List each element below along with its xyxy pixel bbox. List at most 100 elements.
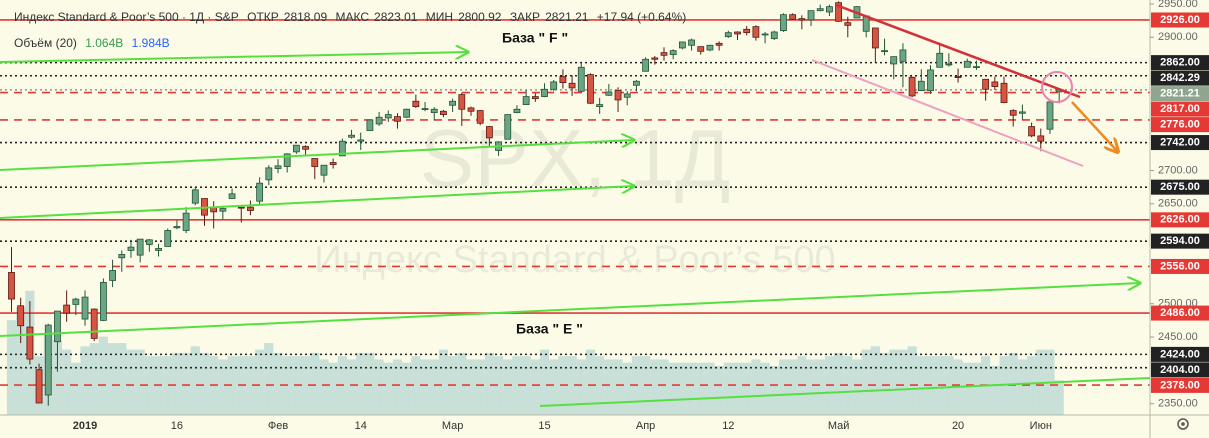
candle-body — [550, 81, 558, 90]
y-tick-label: 2650.00 — [1158, 198, 1198, 210]
legend-value: 2818.09 — [283, 10, 328, 24]
x-tick-label: 16 — [171, 420, 183, 432]
candle-body — [54, 310, 61, 343]
price-label-bg — [1151, 135, 1209, 151]
candle-body — [384, 114, 392, 119]
candle-body — [982, 78, 990, 90]
volume-bar — [751, 359, 761, 415]
volume-bar — [356, 352, 366, 415]
candle-body — [715, 42, 723, 46]
volume-bar — [861, 349, 871, 415]
volume-bar — [493, 356, 504, 415]
volume-bar — [383, 362, 393, 415]
candle-body — [743, 28, 751, 34]
candle-body — [155, 248, 162, 251]
annotation: База " E " — [516, 321, 583, 337]
candle-body — [219, 208, 227, 212]
price-label: 2842.29 — [1160, 72, 1200, 84]
price-label-bg — [1151, 362, 1209, 378]
watermark-subtitle: Индекс Standard & Poor’s 500 — [314, 239, 835, 281]
volume-bar — [879, 352, 890, 415]
candle-body — [633, 80, 640, 86]
volume-bar — [503, 359, 513, 415]
volume-bar — [696, 362, 706, 415]
legend-value: 2823.01 — [374, 10, 418, 24]
volume-bar — [457, 352, 467, 415]
candle-body — [440, 110, 447, 115]
candle-body — [734, 31, 741, 35]
candle-body — [302, 146, 309, 150]
volume-bar — [52, 339, 63, 415]
volume-bar — [705, 362, 715, 415]
x-tick-label: Фев — [268, 420, 288, 432]
volume-label[interactable]: Объём (20) — [14, 36, 77, 50]
candle-body — [669, 50, 677, 56]
candle-body — [1046, 101, 1054, 130]
candle-body — [90, 308, 98, 339]
candle-body — [191, 189, 199, 204]
candle-body — [357, 139, 365, 142]
candle-body — [991, 81, 999, 87]
volume-bar — [916, 356, 926, 415]
candle-body — [807, 10, 815, 21]
candle-body — [127, 246, 135, 251]
volume-bar — [135, 349, 145, 415]
candle-body — [265, 167, 273, 181]
price-label-bg — [1151, 55, 1209, 71]
symbol-legend: Индекс Standard & Poor’s 500 · 1Д · S&P … — [14, 10, 691, 24]
price-label: 2378.00 — [1160, 379, 1200, 391]
price-label-bg — [1151, 212, 1209, 228]
volume-bar — [126, 349, 136, 415]
price-axis: 2950.002900.002700.002650.002500.002450.… — [1150, 0, 1209, 410]
volume-bar — [392, 359, 403, 415]
candle-body — [541, 88, 548, 97]
x-tick-label: Май — [828, 420, 850, 432]
candle-body — [1028, 126, 1035, 137]
volume-bar — [576, 359, 586, 415]
candle-body — [109, 270, 116, 281]
volume-bar — [144, 356, 154, 415]
gear-icon-center[interactable] — [1181, 422, 1185, 426]
volume-bar — [760, 362, 770, 415]
settings-button[interactable] — [1177, 418, 1189, 430]
candle-body — [881, 50, 888, 53]
volume-bar — [530, 359, 540, 415]
y-tick-label: 2950.00 — [1158, 0, 1198, 10]
volume-bar — [512, 356, 522, 415]
watermark: SPX, 1Д — [420, 114, 731, 205]
volume-bar — [374, 359, 384, 415]
candle-body — [72, 298, 80, 305]
volume-bar — [870, 346, 880, 415]
volume-bar — [806, 359, 816, 415]
price-label-bg — [1151, 101, 1209, 117]
volume-bar — [944, 356, 954, 415]
candle-body — [228, 193, 236, 199]
candle-body — [320, 164, 328, 176]
candle-body — [247, 206, 254, 211]
support-line — [811, 59, 1084, 167]
volume-bar — [778, 359, 789, 415]
price-label-bg — [1151, 258, 1209, 274]
candle-body — [44, 324, 52, 396]
volume-bar — [328, 362, 338, 415]
gear-icon[interactable] — [1177, 418, 1189, 430]
candle-body — [421, 108, 429, 110]
volume-bar — [723, 362, 733, 415]
volume-bar — [117, 343, 127, 415]
volume-bar — [245, 356, 256, 415]
candle-body — [945, 63, 953, 66]
volume-bar — [686, 362, 697, 415]
price-label-bg — [1151, 377, 1209, 393]
x-tick-label: 14 — [355, 420, 367, 432]
candle-body — [81, 296, 89, 320]
volume-bar — [769, 365, 779, 415]
candle-body — [973, 66, 980, 69]
volume-bar — [990, 365, 1000, 415]
candle-body — [292, 144, 300, 153]
trend-line — [539, 377, 1151, 407]
symbol-title[interactable]: Индекс Standard & Poor’s 500 · 1Д · S&P — [14, 10, 239, 24]
legend-label: МАКС — [335, 10, 370, 24]
candle-body — [651, 57, 659, 60]
candle-body — [100, 282, 107, 321]
